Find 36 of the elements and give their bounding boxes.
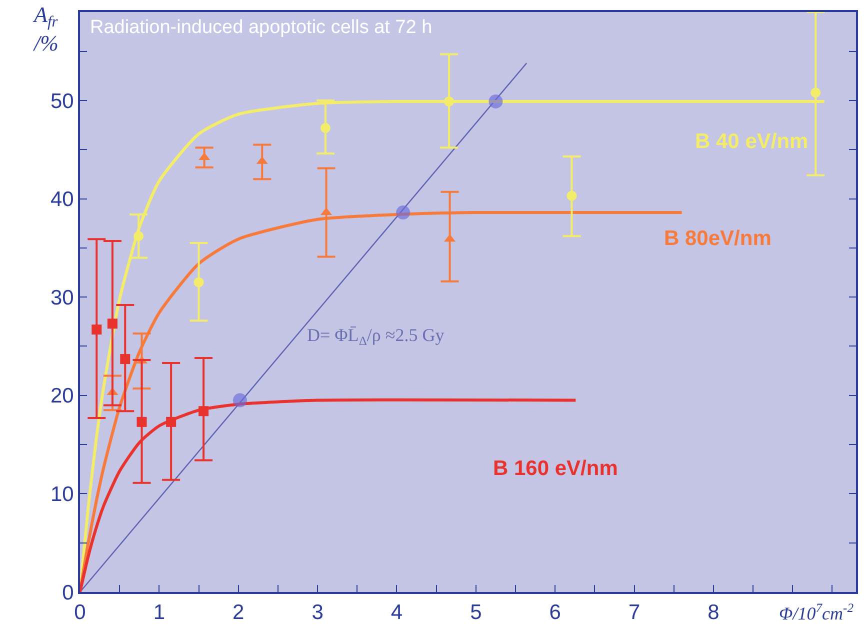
point [444,96,454,106]
text: B 80eV/nm [664,227,772,250]
y-tick-label: 10 [50,483,74,506]
point [120,354,130,364]
text: B 160 eV/nm [493,457,618,480]
point [92,324,102,335]
point [198,406,209,416]
x-tick-label: 5 [470,601,482,624]
point [566,190,577,201]
x-tick-label: 8 [708,601,720,624]
x-tick-label: 7 [628,601,640,624]
point [136,416,147,427]
point [320,123,330,133]
y-tick-label: 40 [50,188,74,212]
point [107,318,118,329]
point [396,206,410,220]
series-label: B 40 eV/nm [695,130,808,153]
y-tick-label: 30 [50,286,74,310]
point [810,88,821,98]
point [232,393,247,408]
y-tick-label: 50 [50,90,74,113]
x-tick-label: 2 [232,601,244,624]
y-tick-label: 0 [62,581,74,604]
x-tick-label: 3 [312,601,324,624]
annotation: D= ΦL̄$_{Δ}$/ρ ≈2.5 Gy [307,325,444,348]
point [166,416,176,427]
x-tick-label: 6 [549,601,561,624]
point [488,94,503,108]
x-tick-label: 4 [390,601,403,624]
point [134,231,144,242]
x-axis-title: Φ/10$^{7}$cm$^{-2}$ [779,601,854,624]
y-tick-label: 20 [50,384,74,408]
point [194,277,204,288]
chart-title: Radiation-induced apoptotic cells at 72 h [90,17,432,38]
x-tick-label: 1 [153,601,166,624]
y-axis-title: A$_{fr}$ /% [32,2,59,56]
